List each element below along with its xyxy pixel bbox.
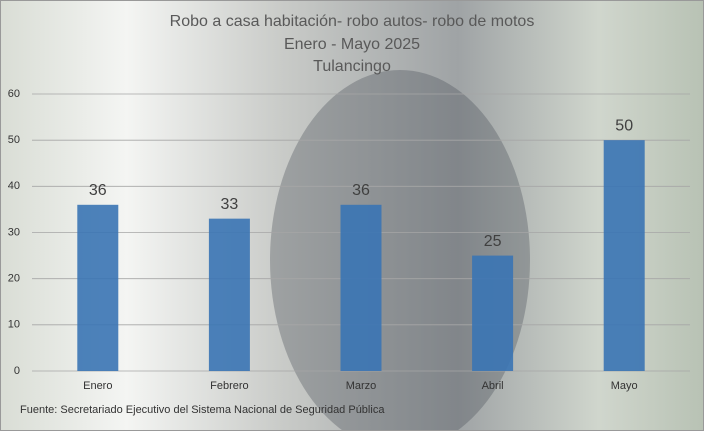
x-tick-label: Mayo	[611, 380, 638, 392]
data-label: 25	[484, 233, 502, 250]
bar	[472, 255, 514, 371]
y-tick-label: 30	[8, 226, 20, 238]
y-tick-label: 20	[8, 273, 20, 285]
bar	[77, 204, 119, 371]
y-tick-label: 60	[8, 88, 20, 100]
y-tick-label: 0	[14, 365, 20, 377]
x-tick-label: Abril	[482, 380, 504, 392]
data-label: 50	[615, 117, 633, 134]
chart-subtitle: Enero - Mayo 2025	[284, 36, 420, 53]
chart-subtitle: Tulancingo	[313, 58, 391, 75]
y-tick-label: 10	[8, 319, 20, 331]
bar	[603, 140, 645, 371]
data-label: 36	[89, 182, 107, 199]
x-tick-label: Enero	[83, 380, 112, 392]
background-figure	[270, 70, 530, 431]
y-tick-label: 50	[8, 134, 20, 146]
x-tick-label: Marzo	[346, 380, 377, 392]
bar	[340, 204, 382, 371]
data-label: 36	[352, 182, 370, 199]
source-note: Fuente: Secretariado Ejecutivo del Siste…	[20, 404, 385, 416]
x-tick-label: Febrero	[210, 380, 249, 392]
data-label: 33	[221, 196, 239, 213]
chart-title: Robo a casa habitación- robo autos- robo…	[170, 13, 535, 30]
bar	[208, 218, 250, 371]
y-tick-label: 40	[8, 180, 20, 192]
